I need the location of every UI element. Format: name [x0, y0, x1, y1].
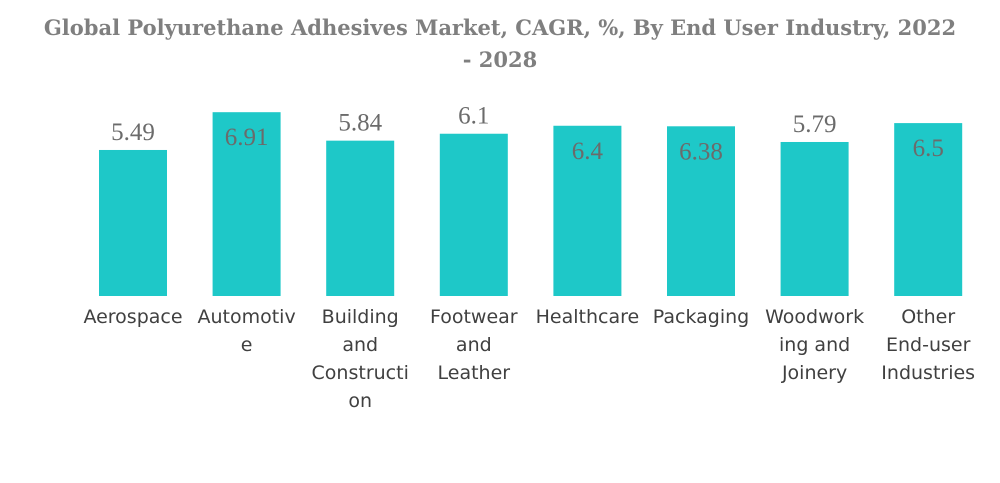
- bar-7: [780, 141, 849, 296]
- category-label-6: Packaging: [653, 306, 749, 328]
- category-label-5: Healthcare: [536, 306, 640, 328]
- category-label-7: Woodwork ing and Joinery: [765, 306, 864, 384]
- bar-1: [99, 149, 167, 296]
- data-labels-layer: 5.49 6.91 5.84 6.1 6.4 6.38 5.79 6.5: [111, 103, 944, 166]
- category-label-2: Automotiv e: [197, 306, 295, 356]
- category-label-8: Other End-user Industries: [881, 306, 975, 384]
- data-label-4: 6.1: [458, 103, 489, 130]
- bar-2: [212, 112, 281, 296]
- bars-layer: [99, 112, 963, 297]
- data-label-1: 5.49: [111, 119, 155, 146]
- data-label-3: 5.84: [338, 110, 382, 137]
- bar-3: [326, 140, 395, 296]
- bar-6: [667, 126, 735, 297]
- category-label-3: Building and Constructi on: [312, 306, 409, 412]
- data-label-8: 6.5: [913, 135, 944, 162]
- bar-5: [553, 125, 622, 296]
- category-labels-layer: Aerospace Automotiv e Building and Constructi…: [83, 306, 975, 412]
- category-label-4: Footwear and Leather: [430, 306, 518, 384]
- category-label-1: Aerospace: [83, 306, 182, 328]
- data-label-6: 6.38: [679, 138, 723, 165]
- data-label-5: 6.4: [572, 138, 604, 165]
- data-label-2: 6.91: [225, 124, 269, 151]
- bar-8: [894, 123, 963, 296]
- data-label-7: 5.79: [793, 111, 837, 138]
- bar-4: [439, 133, 508, 296]
- chart-title: Global Polyurethane Adhesives Market, CA…: [43, 15, 957, 72]
